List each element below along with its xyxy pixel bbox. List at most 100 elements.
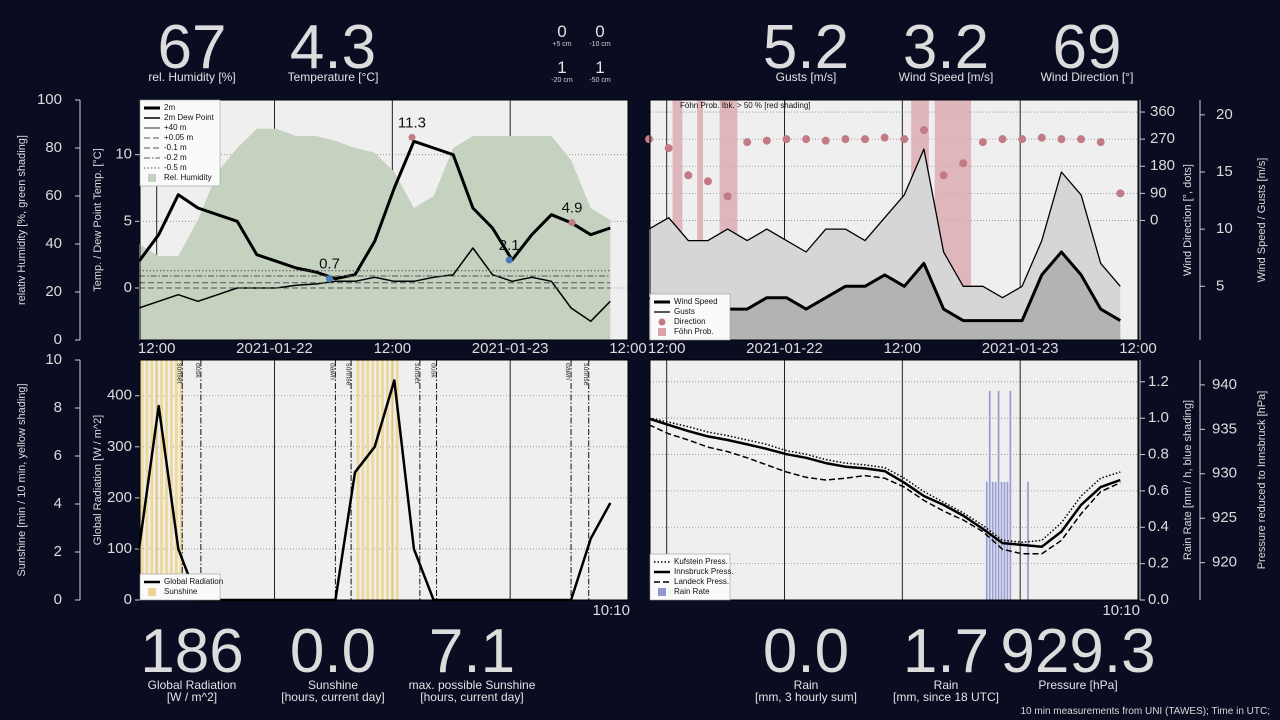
axis-title: Wind Speed / Gusts [m/s] (1256, 158, 1268, 283)
y-tick-label: 0.6 (1148, 482, 1169, 499)
bar (366, 360, 370, 600)
y-tick-label: 80 (45, 139, 62, 156)
annotation-label: 2.1 (499, 237, 520, 254)
dot (861, 135, 870, 144)
y-tick-label: 940 (1212, 376, 1237, 393)
dot (782, 135, 791, 144)
y-tick-label: 60 (45, 187, 62, 204)
y-tick-label: 1.0 (1148, 409, 1169, 426)
readout-unit: [mm, 3 hourly sum] (755, 690, 857, 704)
y-tick-label: 5 (1216, 277, 1224, 294)
readout-label: max. possible Sunshine (409, 678, 536, 692)
readout-label: Sunshine (308, 678, 358, 692)
legend-label: Landeck Press. (674, 577, 729, 586)
readout-label: Pressure [hPa] (1038, 678, 1117, 692)
dot (900, 135, 909, 144)
dot (919, 126, 928, 135)
bar (381, 360, 384, 600)
plot-frame (139, 99, 629, 341)
axis-title: relativ Humidity [%, green shading] (16, 135, 28, 305)
readout-value: 186 (140, 617, 243, 686)
legend-label: -0.1 m (164, 143, 187, 152)
readout-value: 7.1 (429, 617, 515, 686)
y-tick-label: 0.2 (1148, 555, 1169, 572)
y-tick-label: 200 (107, 489, 132, 506)
x-tick-label: 12:00 (648, 340, 686, 357)
y-tick-label: 10 (1216, 220, 1233, 237)
event-label: dawn (564, 363, 571, 380)
y-tick-label: 0.4 (1148, 518, 1169, 535)
y-tick-label: 0 (124, 279, 132, 296)
line (648, 424, 1121, 555)
area (139, 128, 611, 340)
annotation-marker (326, 275, 334, 283)
event-label: sunrise (344, 363, 351, 386)
readout-unit: [hours, current day] (420, 690, 523, 704)
event-label: sunset (175, 363, 182, 384)
readout-value: 67 (158, 13, 227, 82)
readout-label: Gusts [m/s] (776, 70, 837, 84)
legend-label: Innsbruck Press. (674, 567, 734, 576)
readout-value: 4.3 (290, 13, 376, 82)
bar (356, 360, 360, 600)
readout-unit: [mm, since 18 UTC] (893, 690, 999, 704)
readout-value: 5.2 (763, 13, 849, 82)
dot (1096, 138, 1105, 147)
y-tick-label: 0.8 (1148, 446, 1169, 463)
legend-label: 2m Dew Point (164, 113, 215, 122)
bar (145, 360, 149, 600)
soil-label: -20 cm (551, 77, 573, 84)
line (137, 139, 611, 281)
legend-symbol (658, 588, 666, 596)
event-label: dusk (194, 363, 201, 378)
current-time: 10:10 (592, 602, 630, 619)
soil-value: 0 (595, 22, 604, 41)
line (648, 417, 1121, 543)
legend-symbol (658, 328, 666, 336)
bar (385, 360, 389, 600)
x-tick-label: 12:00 (374, 340, 412, 357)
dot (880, 133, 889, 142)
legend-symbol (658, 318, 666, 326)
dot (1116, 189, 1125, 198)
area-fill (649, 252, 1121, 340)
bar (150, 360, 154, 600)
y-tick-label: 300 (107, 438, 132, 455)
dot (664, 144, 673, 153)
foehn-band (697, 100, 704, 340)
y-tick-label: 270 (1150, 130, 1175, 147)
dot (743, 138, 752, 147)
y-tick-label: 20 (45, 283, 62, 300)
y-tick-label: 20 (1216, 106, 1233, 123)
legend-box (139, 99, 221, 187)
legend-label: Rain Rate (674, 587, 710, 596)
bar (376, 360, 380, 600)
axis-title: Sunshine [min / 10 min, yellow shading] (16, 383, 28, 576)
readout-label: Wind Speed [m/s] (899, 70, 994, 84)
y-tick-label: 5 (124, 212, 132, 229)
y-tick-label: 0 (1150, 211, 1158, 228)
legend-symbol (148, 588, 156, 596)
foehn-band (672, 100, 683, 340)
plot-area (650, 360, 1138, 600)
y-tick-label: 15 (1216, 163, 1233, 180)
line (138, 247, 611, 323)
dot (998, 135, 1007, 144)
annotation-marker (408, 133, 416, 141)
event-label: sunrise (582, 363, 589, 386)
y-tick-label: 6 (54, 447, 62, 464)
legend-label: 2m (164, 103, 175, 112)
soil-label: -10 cm (589, 41, 611, 48)
bar (165, 360, 168, 600)
x-tick-label: 2021-01-22 (236, 340, 313, 357)
bar (160, 360, 164, 600)
y-tick-label: 10 (115, 146, 132, 163)
readout-label: Global Radiation (148, 678, 237, 692)
y-tick-label: 930 (1212, 465, 1237, 482)
readout-label: Temperature [°C] (288, 70, 379, 84)
legend-label: Wind Speed (674, 297, 718, 306)
event-label: dawn (329, 363, 336, 380)
axis-title: Pressure reduced to Innsbruck [hPa] (1256, 391, 1268, 570)
bar (985, 481, 988, 600)
dot (1018, 135, 1027, 144)
